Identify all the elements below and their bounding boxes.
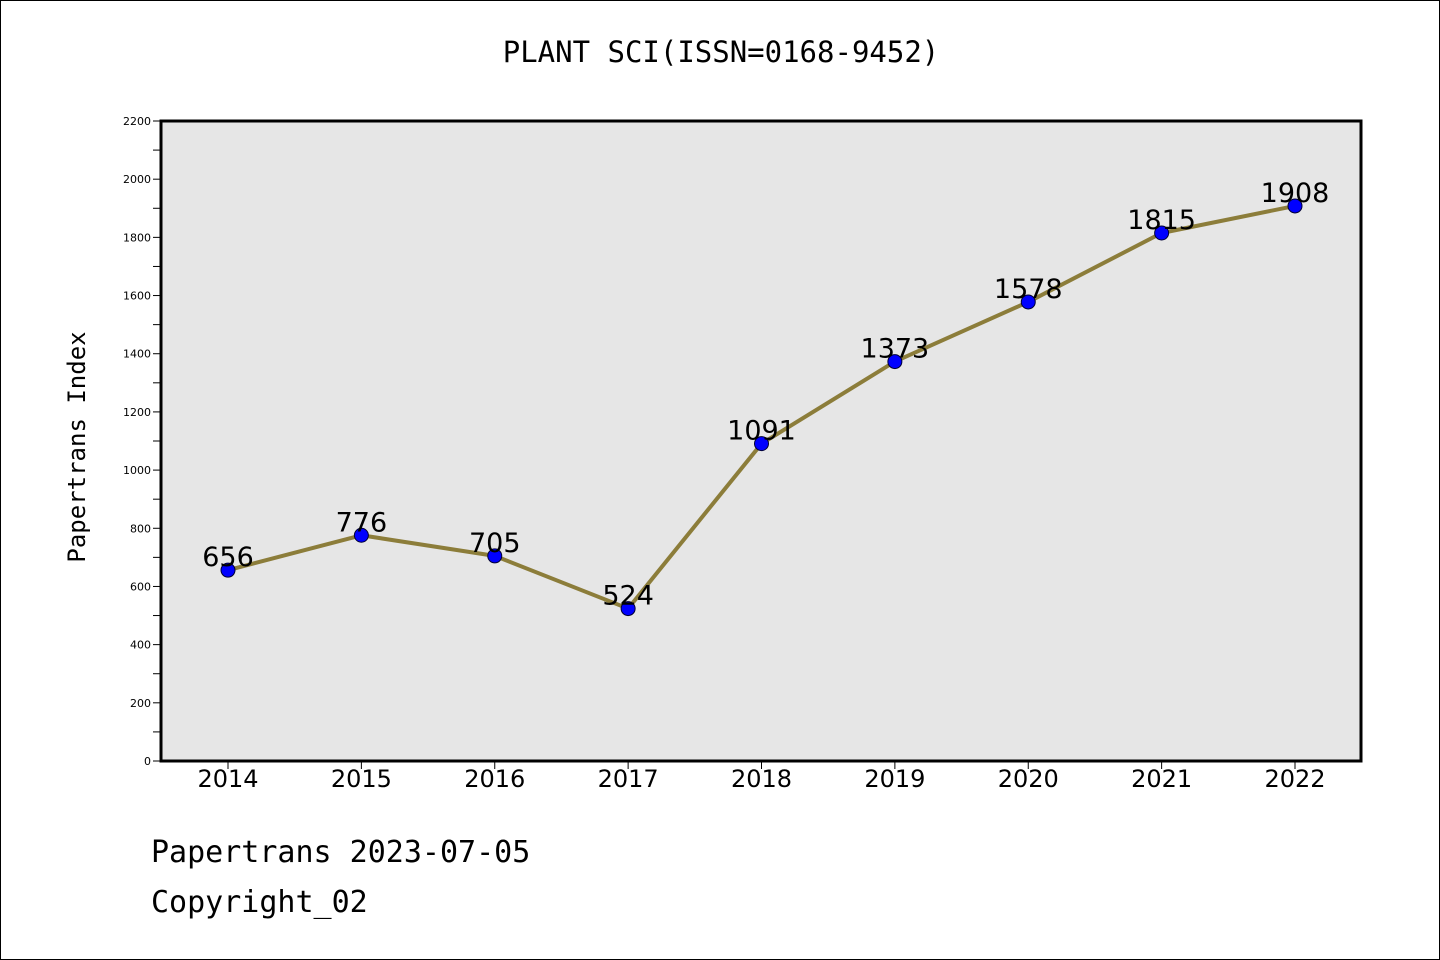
y-tick-label: 400 xyxy=(130,639,151,652)
x-tick-label: 2021 xyxy=(1131,765,1192,793)
y-tick-label: 1400 xyxy=(123,348,151,361)
y-tick-label: 2200 xyxy=(123,115,151,128)
x-tick-label: 2017 xyxy=(598,765,659,793)
footer-copyright: Copyright_02 xyxy=(151,885,368,920)
plot-frame xyxy=(159,119,1363,763)
y-tick-label: 1800 xyxy=(123,231,151,244)
data-point xyxy=(887,354,903,370)
data-label: 705 xyxy=(469,528,521,559)
x-tick-label: 2019 xyxy=(864,765,925,793)
y-tick-label: 0 xyxy=(144,755,151,768)
chart-title: PLANT SCI(ISSN=0168-9452) xyxy=(502,35,940,69)
data-point xyxy=(353,527,369,543)
data-label: 1815 xyxy=(1127,205,1196,236)
y-tick-label: 1000 xyxy=(123,464,151,477)
data-point xyxy=(1020,294,1036,310)
data-point xyxy=(620,601,636,617)
data-point xyxy=(754,436,769,452)
x-tick-label: 2016 xyxy=(464,765,525,793)
data-label: 1373 xyxy=(861,334,930,365)
data-point xyxy=(1154,225,1170,241)
data-label: 524 xyxy=(602,581,654,612)
y-tick-label: 1600 xyxy=(123,290,151,303)
data-label: 1908 xyxy=(1261,178,1330,209)
footer-date: Papertrans 2023-07-05 xyxy=(151,835,531,870)
y-tick-label: 1200 xyxy=(123,406,151,419)
x-tick-label: 2020 xyxy=(998,765,1059,793)
y-tick-label: 200 xyxy=(130,697,151,710)
y-tick-label: 800 xyxy=(130,522,151,535)
data-label: 1578 xyxy=(994,274,1063,305)
data-point xyxy=(487,548,503,564)
data-label: 776 xyxy=(336,507,388,538)
x-tick-label: 2015 xyxy=(331,765,392,793)
y-tick-label: 600 xyxy=(130,580,151,593)
x-tick-label: 2018 xyxy=(731,765,792,793)
x-tick-label: 2022 xyxy=(1264,765,1325,793)
data-point xyxy=(220,562,236,578)
data-label: 1091 xyxy=(727,416,796,447)
data-label: 656 xyxy=(202,542,254,573)
x-tick-label: 2014 xyxy=(197,765,258,793)
data-point xyxy=(1287,198,1303,214)
y-tick-label: 2000 xyxy=(123,173,151,186)
